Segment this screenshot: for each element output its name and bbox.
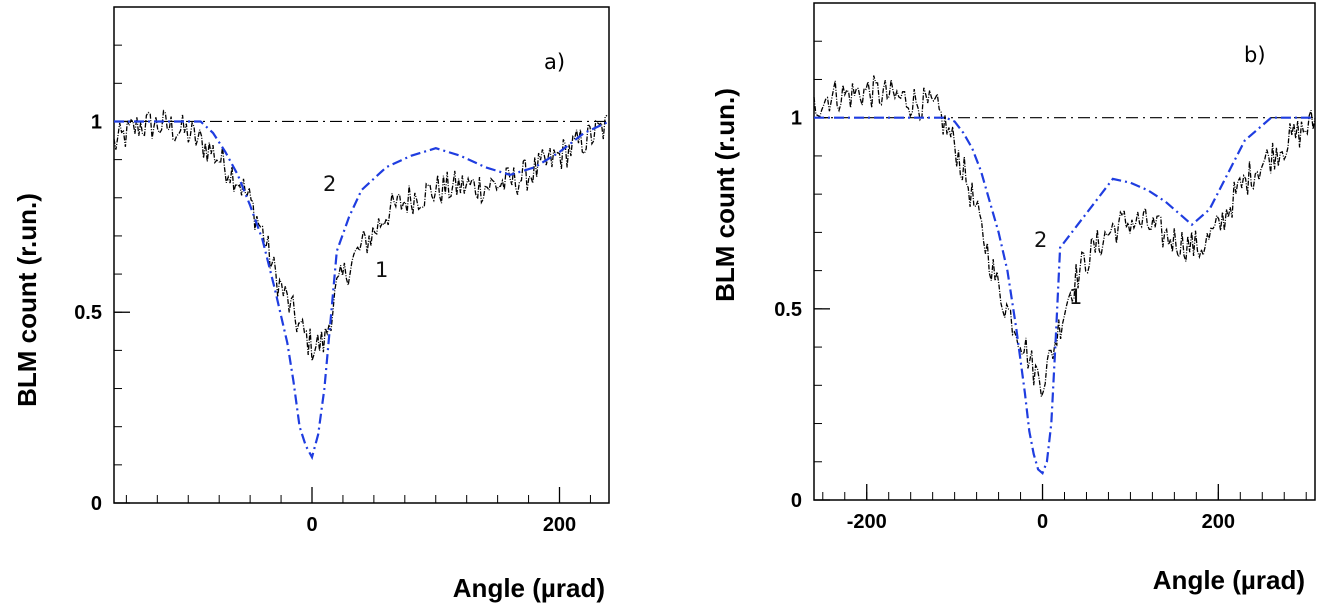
series-2-model (114, 120, 610, 461)
x-tick-label: 0 (1037, 511, 1048, 533)
y-axis-title: BLM count (r.un.) (710, 88, 740, 302)
y-tick-label: 0.5 (774, 299, 802, 321)
y-tick-label: 0.5 (74, 302, 102, 324)
x-axis-title: Angle (µrad) (453, 573, 605, 603)
x-tick-labels: 0 200 (306, 514, 576, 536)
series-2-model (814, 116, 1315, 476)
x-minor-ticks (125, 495, 591, 503)
curve-label-1: 1 (375, 258, 388, 282)
x-axis-title: Angle (µrad) (1153, 565, 1305, 595)
major-ticks (814, 117, 1219, 501)
plot-frame (813, 2, 1316, 501)
panel-label: a) (544, 50, 565, 74)
y-tick-label: 0 (791, 490, 802, 512)
curve-label-1: 1 (1069, 285, 1082, 309)
chart-panel-a: 0 200 00.51 a) 1 2 Angle (µrad) BLM count… (12, 6, 610, 603)
y-axis-title: BLM count (r.un.) (12, 193, 42, 407)
x-minor-ticks (822, 492, 1307, 500)
plot-frame (113, 6, 610, 504)
major-ticks (114, 120, 561, 504)
panel-label: b) (1244, 43, 1266, 67)
chart-panel-b: -200 0 200 00.51 b) 1 2 Angle (µrad) BLM c… (710, 2, 1316, 595)
curve-label-2: 2 (323, 172, 336, 196)
y-tick-label: 0 (91, 493, 102, 515)
x-tick-labels: -200 0 200 (847, 511, 1235, 533)
curve-label-2: 2 (1034, 228, 1047, 252)
x-tick-label: 0 (306, 514, 317, 536)
x-tick-label: -200 (847, 511, 887, 533)
y-minor-ticks (114, 6, 122, 504)
y-tick-label: 1 (91, 111, 102, 133)
y-minor-ticks (814, 2, 822, 501)
y-tick-label: 1 (791, 108, 802, 130)
x-tick-label: 200 (1202, 511, 1235, 533)
series-1-data (813, 75, 1316, 397)
y-tick-labels: 00.51 (74, 111, 102, 515)
y-tick-labels: 00.51 (774, 108, 802, 512)
series-1-data (113, 109, 608, 361)
x-tick-label: 200 (543, 514, 576, 536)
